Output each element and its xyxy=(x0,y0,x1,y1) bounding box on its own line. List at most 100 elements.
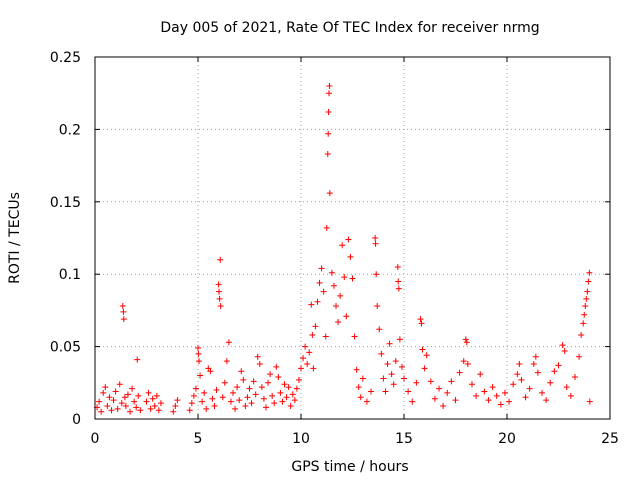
data-point xyxy=(145,389,152,396)
data-point xyxy=(526,385,533,392)
data-point xyxy=(137,407,144,414)
data-point xyxy=(133,404,140,411)
y-tick-label: 0.05 xyxy=(50,340,81,356)
y-tick-label: 0 xyxy=(72,412,81,428)
data-point xyxy=(559,342,566,349)
data-point xyxy=(174,397,181,404)
data-point xyxy=(310,365,317,372)
data-point xyxy=(291,397,298,404)
data-point xyxy=(98,408,105,415)
data-point xyxy=(203,405,210,412)
data-point xyxy=(153,392,160,399)
data-point xyxy=(368,388,375,395)
data-point xyxy=(143,398,150,405)
y-tick-labels: 0 0.05 0.1 0.15 0.2 0.25 xyxy=(50,50,81,428)
data-point xyxy=(330,282,337,289)
data-point xyxy=(300,355,307,362)
data-point xyxy=(460,358,467,365)
y-tick-label: 0.25 xyxy=(50,50,81,66)
data-point xyxy=(485,397,492,404)
data-point xyxy=(339,242,346,249)
data-point xyxy=(287,402,294,409)
data-point xyxy=(116,381,123,388)
data-point xyxy=(267,371,274,378)
data-point xyxy=(260,395,267,402)
data-point xyxy=(351,333,358,340)
data-point xyxy=(134,356,141,363)
data-point xyxy=(547,379,554,386)
data-point xyxy=(396,336,403,343)
data-point xyxy=(506,398,513,405)
data-point xyxy=(335,318,342,325)
data-point xyxy=(463,339,470,346)
data-point xyxy=(392,358,399,365)
data-point xyxy=(555,362,562,369)
y-axis-label: ROTI / TECUs xyxy=(7,192,23,284)
data-point xyxy=(395,285,402,292)
data-point xyxy=(293,385,300,392)
data-point xyxy=(376,326,383,333)
data-point xyxy=(325,109,332,116)
data-point xyxy=(258,384,265,391)
data-point xyxy=(337,292,344,299)
data-point xyxy=(252,391,259,398)
data-point xyxy=(427,378,434,385)
data-point xyxy=(567,392,574,399)
data-point xyxy=(254,353,261,360)
data-point xyxy=(221,379,228,386)
data-point xyxy=(195,350,202,357)
data-point xyxy=(135,392,142,399)
data-point xyxy=(120,308,127,315)
data-point xyxy=(190,392,197,399)
data-point xyxy=(473,392,480,399)
data-point xyxy=(359,375,366,382)
data-point xyxy=(363,398,370,405)
data-point xyxy=(326,90,333,97)
data-point xyxy=(112,388,119,395)
x-axis-label: GPS time / hours xyxy=(291,459,408,475)
data-point xyxy=(320,288,327,295)
data-point xyxy=(388,371,395,378)
data-point xyxy=(543,397,550,404)
data-point xyxy=(440,402,447,409)
data-point xyxy=(355,384,362,391)
data-point xyxy=(216,288,223,295)
data-point xyxy=(405,388,412,395)
data-point xyxy=(516,360,523,367)
data-point xyxy=(585,278,592,285)
data-point xyxy=(186,407,193,414)
data-point xyxy=(124,391,131,398)
data-point xyxy=(275,374,282,381)
data-point xyxy=(477,371,484,378)
data-point xyxy=(308,301,315,308)
data-point xyxy=(172,402,179,409)
data-point xyxy=(129,385,136,392)
data-point xyxy=(576,353,583,360)
data-point xyxy=(285,384,292,391)
data-point xyxy=(227,398,234,405)
data-point xyxy=(236,397,243,404)
data-point xyxy=(522,394,529,401)
data-point xyxy=(119,303,126,310)
data-point xyxy=(333,303,340,310)
data-point xyxy=(217,256,224,263)
data-point xyxy=(298,365,304,372)
data-point xyxy=(199,398,206,405)
data-point xyxy=(421,365,428,372)
data-point xyxy=(561,347,568,354)
data-point xyxy=(108,407,115,414)
data-point xyxy=(273,363,280,370)
plot-frame xyxy=(94,56,611,420)
data-point xyxy=(444,389,451,396)
data-point xyxy=(394,263,401,270)
data-point xyxy=(436,385,443,392)
data-point xyxy=(462,336,469,343)
data-point xyxy=(304,360,311,367)
data-point xyxy=(464,360,471,367)
data-point xyxy=(583,295,590,302)
data-point xyxy=(155,407,162,414)
data-point xyxy=(325,130,332,137)
data-point xyxy=(262,404,269,411)
data-point xyxy=(106,394,113,401)
